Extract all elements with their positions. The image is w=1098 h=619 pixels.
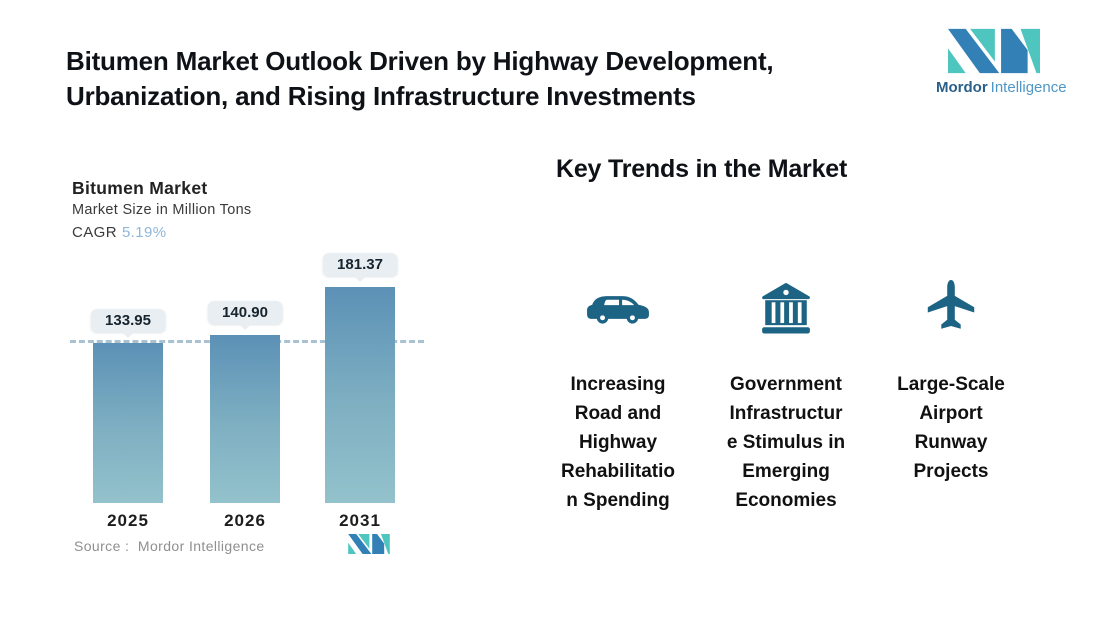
value-callout: 181.37 — [323, 253, 397, 276]
car-icon — [587, 296, 649, 324]
mini-brand-logo-icon — [348, 534, 390, 554]
icon-box — [538, 278, 698, 338]
trend-label: Increasing Road and Highway Rehabilitati… — [560, 374, 675, 511]
bar-2026 — [210, 335, 280, 503]
cagr-label: CAGR — [72, 224, 117, 241]
trend-label: Government Infrastructur e Stimulus in E… — [726, 374, 846, 511]
icon-box — [871, 278, 1031, 338]
value-label: 133.95 — [105, 312, 151, 330]
brand-name-secondary: Intelligence — [990, 79, 1067, 96]
bank-icon — [762, 283, 810, 334]
bar-column-2025: 133.95 2025 — [91, 283, 165, 530]
value-callout: 133.95 — [91, 309, 165, 333]
chart-title: Bitumen Market — [72, 178, 208, 198]
value-callout: 140.90 — [208, 301, 282, 325]
source-attribution: Source : Mordor Intelligence — [74, 538, 265, 554]
bar-2025 — [93, 343, 163, 503]
value-label: 140.90 — [222, 304, 268, 322]
brand-logo: Mordor Intelligence — [936, 28, 1067, 96]
x-tick-label: 2025 — [107, 511, 149, 530]
airplane-icon — [927, 279, 975, 329]
bar-column-2026: 140.90 2026 — [208, 283, 282, 530]
trend-item-road-rehabilitation: Increasing Road and Highway Rehabilitati… — [538, 278, 698, 515]
icon-box — [706, 278, 866, 338]
x-tick-label: 2031 — [339, 511, 381, 530]
trend-label: Large-Scale Airport Runway Projects — [897, 374, 1005, 482]
brand-name-primary: Mordor — [936, 79, 988, 96]
chart-cagr: CAGR 5.19% — [72, 224, 166, 241]
trend-item-government-stimulus: Government Infrastructur e Stimulus in E… — [706, 278, 866, 515]
cagr-value: 5.19% — [121, 224, 167, 241]
key-trends-heading: Key Trends in the Market — [556, 155, 848, 183]
chart-subtitle: Market Size in Million Tons — [72, 202, 252, 218]
mordor-intelligence-logo-icon — [948, 28, 1040, 74]
trend-item-airport-runway: Large-Scale Airport Runway Projects — [871, 278, 1031, 486]
value-label: 181.37 — [337, 256, 383, 273]
x-tick-label: 2026 — [224, 511, 266, 530]
page-title: Bitumen Market Outlook Driven by Highway… — [66, 46, 774, 111]
bar-column-2031: 181.37 2031 — [323, 253, 397, 530]
bar-2031 — [325, 287, 395, 503]
bar-chart-plot: 133.95 2025 140.90 2026 181.37 2031 — [70, 253, 426, 530]
brand-wordmark: Mordor Intelligence — [936, 79, 1067, 96]
